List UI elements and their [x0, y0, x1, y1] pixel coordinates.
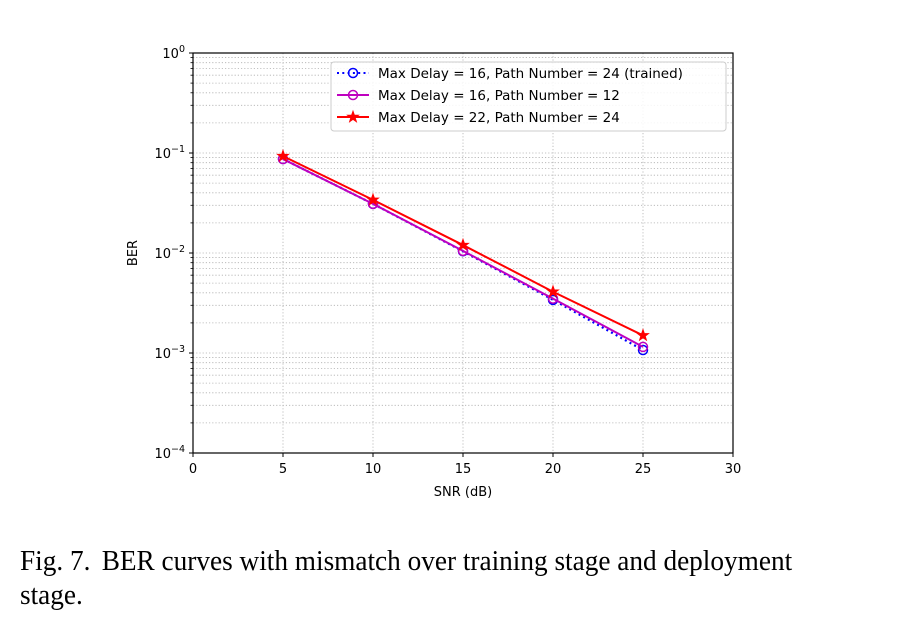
legend-item: Max Delay = 22, Path Number = 24 — [337, 109, 620, 126]
data-point-star — [636, 328, 650, 342]
data-point-star — [346, 109, 360, 123]
y-tick-label: 10−3 — [154, 344, 185, 362]
legend-item: Max Delay = 16, Path Number = 12 — [337, 88, 620, 104]
data-point-star — [546, 284, 560, 298]
legend-label: Max Delay = 16, Path Number = 24 (traine… — [378, 66, 683, 82]
series-line — [282, 158, 644, 348]
x-tick-label: 20 — [545, 462, 562, 477]
x-tick-label: 10 — [365, 462, 382, 477]
y-axis-label: BER — [126, 240, 141, 266]
data-point-circle — [637, 341, 649, 353]
ber-chart: 0 5 10 15 20 25 30 100 10−1 10−2 10−3 10−4 SNR (dB)… — [126, 44, 741, 500]
x-axis-label: SNR (dB) — [434, 485, 492, 500]
axis-ticks: 0 5 10 15 20 25 30 100 10−1 10−2 10−3 10−4 — [154, 44, 741, 477]
data-point-star — [456, 237, 470, 251]
legend-item: Max Delay = 16, Path Number = 24 (traine… — [337, 66, 683, 82]
data-point-star — [366, 192, 380, 206]
data-point-circle — [347, 67, 359, 79]
y-tick-label: 10−2 — [154, 244, 185, 262]
x-tick-label: 25 — [635, 462, 652, 477]
legend-label: Max Delay = 16, Path Number = 12 — [378, 88, 620, 104]
figure-caption: Fig. 7. BER curves with mismatch over tra… — [20, 544, 847, 612]
x-tick-label: 30 — [725, 462, 742, 477]
y-tick-label: 10−4 — [154, 444, 185, 462]
y-tick-label: 100 — [162, 44, 185, 62]
legend-box — [330, 61, 727, 132]
figure-label: Fig. 7. — [20, 545, 91, 577]
legend-label: Max Delay = 22, Path Number = 24 — [378, 110, 620, 126]
legend: Max Delay = 16, Path Number = 24 (traine… — [330, 61, 727, 132]
series-2 — [276, 148, 650, 342]
x-tick-label: 0 — [189, 462, 197, 477]
data-point-star — [276, 148, 290, 162]
data-point-circle — [637, 344, 649, 356]
x-tick-label: 5 — [279, 462, 287, 477]
series-layer — [276, 148, 650, 356]
y-tick-label: 10−1 — [154, 144, 185, 162]
caption-text: BER curves with mismatch over training s… — [20, 545, 793, 611]
data-point-circle — [347, 89, 359, 101]
x-tick-label: 15 — [455, 462, 472, 477]
